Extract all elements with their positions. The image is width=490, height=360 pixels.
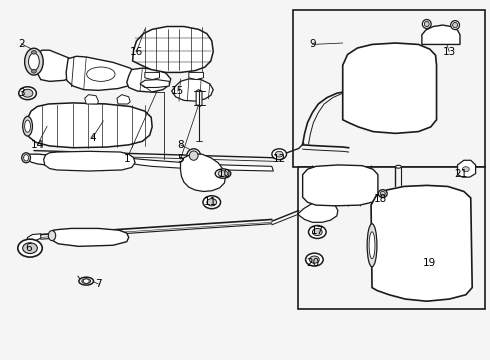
Ellipse shape <box>24 120 30 132</box>
Polygon shape <box>134 158 273 171</box>
Ellipse shape <box>79 277 94 285</box>
Text: 13: 13 <box>442 46 456 57</box>
Circle shape <box>31 69 36 73</box>
Ellipse shape <box>22 153 30 163</box>
Ellipse shape <box>187 149 200 162</box>
Text: 19: 19 <box>423 258 436 268</box>
Polygon shape <box>37 50 78 81</box>
Polygon shape <box>27 154 46 165</box>
Polygon shape <box>117 95 130 104</box>
Text: 20: 20 <box>306 258 319 268</box>
Text: 12: 12 <box>272 154 286 164</box>
Text: 10: 10 <box>218 168 231 179</box>
Polygon shape <box>196 90 202 107</box>
Circle shape <box>272 149 287 159</box>
Polygon shape <box>298 202 338 222</box>
Ellipse shape <box>95 109 114 120</box>
Circle shape <box>275 151 283 157</box>
Polygon shape <box>66 56 138 90</box>
Ellipse shape <box>380 191 385 196</box>
Circle shape <box>23 243 37 253</box>
Polygon shape <box>172 79 213 101</box>
Polygon shape <box>26 103 152 148</box>
Ellipse shape <box>49 230 56 240</box>
Polygon shape <box>127 68 171 92</box>
Ellipse shape <box>215 169 231 178</box>
Polygon shape <box>303 165 378 206</box>
Polygon shape <box>86 104 122 126</box>
Ellipse shape <box>369 232 375 259</box>
Circle shape <box>313 228 322 235</box>
Ellipse shape <box>451 21 460 30</box>
Polygon shape <box>189 72 203 80</box>
Circle shape <box>22 89 33 97</box>
Circle shape <box>31 50 36 54</box>
Circle shape <box>83 279 89 283</box>
Ellipse shape <box>422 19 431 28</box>
Ellipse shape <box>378 190 387 198</box>
Circle shape <box>310 256 319 263</box>
Text: 1: 1 <box>123 154 130 164</box>
Circle shape <box>207 199 217 206</box>
Circle shape <box>18 239 42 257</box>
Text: 18: 18 <box>374 194 388 204</box>
Text: 2: 2 <box>18 39 24 49</box>
Text: 6: 6 <box>25 243 32 253</box>
Ellipse shape <box>367 224 377 267</box>
Text: 4: 4 <box>89 133 96 143</box>
Ellipse shape <box>395 165 401 168</box>
Ellipse shape <box>82 279 91 283</box>
Circle shape <box>19 87 36 100</box>
Text: 5: 5 <box>177 154 184 164</box>
Polygon shape <box>422 25 460 44</box>
Bar <box>293 10 486 167</box>
Circle shape <box>463 167 469 172</box>
Text: 17: 17 <box>311 226 324 236</box>
Ellipse shape <box>23 116 32 136</box>
Polygon shape <box>85 95 98 104</box>
Text: 16: 16 <box>130 46 143 57</box>
Ellipse shape <box>24 154 28 161</box>
Circle shape <box>306 253 323 266</box>
Polygon shape <box>458 160 476 177</box>
Text: 11: 11 <box>204 197 218 207</box>
Text: 9: 9 <box>309 40 316 49</box>
Ellipse shape <box>87 67 115 81</box>
Polygon shape <box>53 228 129 246</box>
Text: 15: 15 <box>171 86 184 96</box>
Polygon shape <box>343 43 437 134</box>
Text: 21: 21 <box>454 168 467 179</box>
Ellipse shape <box>453 22 458 28</box>
Text: 14: 14 <box>31 140 44 150</box>
Circle shape <box>309 226 326 238</box>
Polygon shape <box>145 72 159 80</box>
Ellipse shape <box>28 53 39 70</box>
Polygon shape <box>371 185 472 301</box>
Polygon shape <box>44 151 135 171</box>
Polygon shape <box>26 234 41 244</box>
Ellipse shape <box>24 48 43 75</box>
Ellipse shape <box>424 21 429 27</box>
Polygon shape <box>140 80 169 87</box>
Circle shape <box>203 196 220 209</box>
Text: 7: 7 <box>95 279 102 289</box>
Text: 8: 8 <box>177 140 184 150</box>
Polygon shape <box>180 154 225 192</box>
Bar <box>298 167 486 309</box>
Polygon shape <box>133 27 213 72</box>
Ellipse shape <box>189 151 198 160</box>
Text: 3: 3 <box>18 88 24 98</box>
Ellipse shape <box>218 171 228 176</box>
